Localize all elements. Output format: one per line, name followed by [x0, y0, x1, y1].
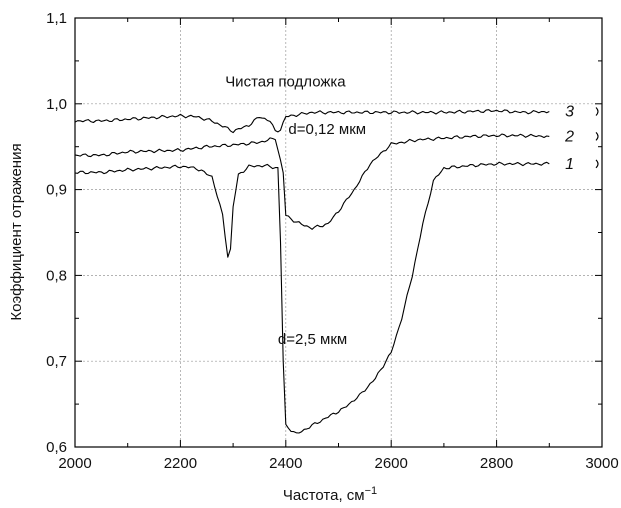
series-line-1 — [74, 161, 550, 434]
tick-labels: 2000 2200 2400 2600 2800 3000 0,6 0,7 0,8 0,9 1,0 1… — [46, 10, 619, 472]
series-group — [74, 107, 599, 434]
y-tick-label: 1,1 — [46, 10, 67, 27]
curve-label-3: 3 — [565, 104, 574, 121]
annotation: d=0,12 мкм — [288, 121, 366, 138]
x-tick-label: 2600 — [375, 455, 408, 472]
annotations: 3 2 1 Чистая подложка d=0,12 мкм d=2,5 мкм — [225, 74, 574, 348]
series-end-mark-2 — [595, 132, 599, 141]
grid — [75, 18, 602, 447]
axis-ticks — [74, 17, 603, 448]
y-tick-label: 1,0 — [46, 96, 67, 113]
annotation: d=2,5 мкм — [278, 331, 347, 348]
x-tick-label: 3000 — [585, 455, 618, 472]
y-tick-label: 0,8 — [46, 267, 67, 284]
y-tick-label: 0,6 — [46, 439, 67, 456]
y-tick-label: 0,9 — [46, 182, 67, 199]
y-tick-label: 0,7 — [46, 353, 67, 370]
x-tick-label: 2000 — [58, 455, 91, 472]
curve-label-1: 1 — [565, 156, 574, 173]
annotation: Чистая подложка — [225, 74, 346, 91]
curve-label-2: 2 — [564, 128, 574, 145]
series-end-mark-1 — [595, 159, 599, 169]
y-axis-title: Коэффициент отражения — [8, 143, 25, 320]
x-tick-label: 2400 — [269, 455, 302, 472]
x-tick-label: 2800 — [480, 455, 513, 472]
series-end-mark-3 — [595, 107, 599, 116]
series-line-3 — [74, 109, 550, 134]
x-tick-label: 2200 — [164, 455, 197, 472]
series-line-2 — [74, 133, 550, 230]
x-axis-title-sup: −1 — [365, 485, 378, 497]
x-axis-title: Частота, см−1 — [283, 485, 377, 504]
